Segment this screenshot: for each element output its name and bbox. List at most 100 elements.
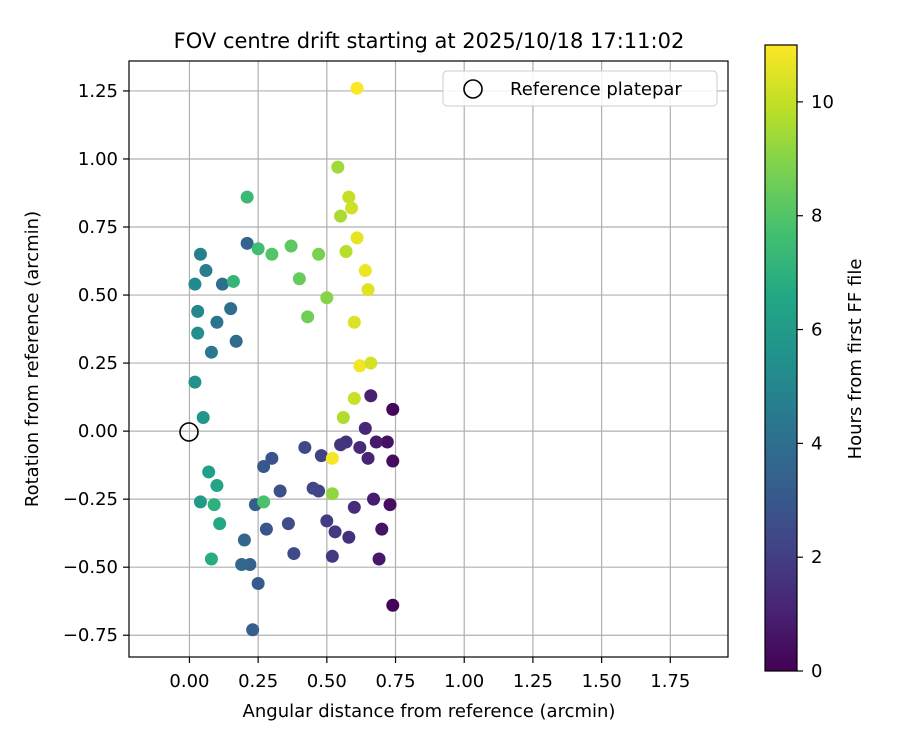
data-point: [369, 435, 383, 449]
chart-title: FOV centre drift starting at 2025/10/18 …: [174, 29, 685, 53]
y-tick-label: 1.25: [78, 81, 118, 102]
data-point: [298, 440, 312, 454]
data-point: [334, 438, 348, 452]
data-point: [342, 190, 356, 204]
x-tick-label: 1.50: [582, 671, 622, 692]
x-tick-label: 0.75: [375, 671, 415, 692]
data-point: [265, 451, 279, 465]
data-point: [331, 160, 345, 174]
data-point: [383, 498, 397, 512]
data-point: [191, 326, 205, 340]
data-point: [312, 247, 326, 261]
data-point: [251, 242, 265, 256]
y-tick-label: −0.75: [63, 625, 118, 646]
x-tick-label: 1.75: [650, 671, 690, 692]
colorbar-ticks: 0 2 4 6 8 10: [797, 92, 834, 682]
data-point: [361, 451, 375, 465]
data-point: [320, 514, 334, 528]
colorbar-tick-label: 10: [811, 92, 834, 113]
data-point: [342, 530, 356, 544]
data-point: [364, 389, 378, 403]
colorbar: 0 2 4 6 8 10 Hours from first FF file: [764, 44, 866, 682]
x-ticks: 0.00 0.25 0.50 0.75 1.00 1.25 1.50 1.75: [169, 657, 690, 692]
data-point: [336, 411, 350, 425]
data-point: [224, 302, 238, 316]
grid: [129, 61, 728, 657]
data-point: [364, 356, 378, 370]
data-point: [207, 498, 221, 512]
x-tick-label: 0.00: [169, 671, 209, 692]
data-point: [320, 291, 334, 305]
data-point: [372, 552, 386, 566]
y-tick-label: 0.25: [78, 353, 118, 374]
data-point: [284, 239, 298, 253]
data-point: [240, 190, 254, 204]
data-point: [306, 481, 320, 495]
data-point: [350, 81, 364, 95]
y-tick-label: 0.00: [78, 421, 118, 442]
colorbar-gradient: [764, 44, 798, 672]
legend-marker: [463, 79, 483, 99]
data-point: [188, 375, 202, 389]
data-point: [325, 549, 339, 563]
y-ticks: −0.75 −0.50 −0.25 0.00 0.25 0.50 0.75 1.00 1.25: [63, 81, 129, 646]
colorbar-tick-label: 8: [811, 206, 822, 227]
y-tick-label: −0.25: [63, 489, 118, 510]
legend: Reference platepar: [442, 70, 718, 107]
data-point: [375, 522, 389, 536]
data-point: [281, 517, 295, 531]
colorbar-tick-label: 2: [811, 547, 822, 568]
colorbar-tick-label: 4: [811, 433, 822, 454]
data-point: [345, 201, 359, 215]
data-point: [259, 522, 273, 536]
x-tick-label: 0.25: [238, 671, 278, 692]
y-axis-label: Rotation from reference (arcmin): [22, 211, 43, 507]
data-point: [199, 264, 213, 278]
data-point: [196, 411, 210, 425]
data-point: [386, 454, 400, 468]
y-tick-label: 0.50: [78, 285, 118, 306]
data-point: [191, 304, 205, 318]
data-point: [339, 245, 353, 259]
data-point: [213, 517, 227, 531]
data-point: [204, 345, 218, 359]
colorbar-label: Hours from first FF file: [845, 259, 866, 460]
data-point: [188, 277, 202, 291]
data-point: [328, 525, 342, 539]
data-point: [246, 623, 260, 637]
data-point: [226, 274, 240, 288]
data-point: [265, 247, 279, 261]
data-point: [273, 484, 287, 498]
data-point: [210, 479, 224, 493]
data-point: [353, 359, 367, 373]
colorbar-tick-label: 6: [811, 320, 822, 341]
data-point: [193, 495, 207, 509]
data-point: [353, 440, 367, 454]
data-point: [325, 487, 339, 501]
data-point: [229, 334, 243, 348]
y-tick-label: −0.50: [63, 557, 118, 578]
data-point: [235, 557, 249, 571]
data-point: [358, 264, 372, 278]
data-point: [386, 598, 400, 612]
plot-frame: [128, 60, 729, 658]
y-tick-label: 1.00: [78, 149, 118, 170]
data-point: [257, 459, 271, 473]
data-point: [386, 402, 400, 416]
data-point: [380, 435, 394, 449]
data-point: [237, 533, 251, 547]
x-tick-label: 0.50: [307, 671, 347, 692]
legend-label: Reference platepar: [510, 79, 682, 100]
data-point: [301, 310, 315, 324]
data-point: [347, 315, 361, 329]
legend-box: [442, 70, 718, 107]
data-point: [347, 391, 361, 405]
x-axis-label: Angular distance from reference (arcmin): [243, 701, 616, 722]
data-point: [257, 495, 271, 509]
colorbar-tick-label: 0: [811, 661, 822, 682]
data-point: [215, 277, 229, 291]
data-point: [361, 283, 375, 297]
scatter-points: [188, 81, 400, 637]
